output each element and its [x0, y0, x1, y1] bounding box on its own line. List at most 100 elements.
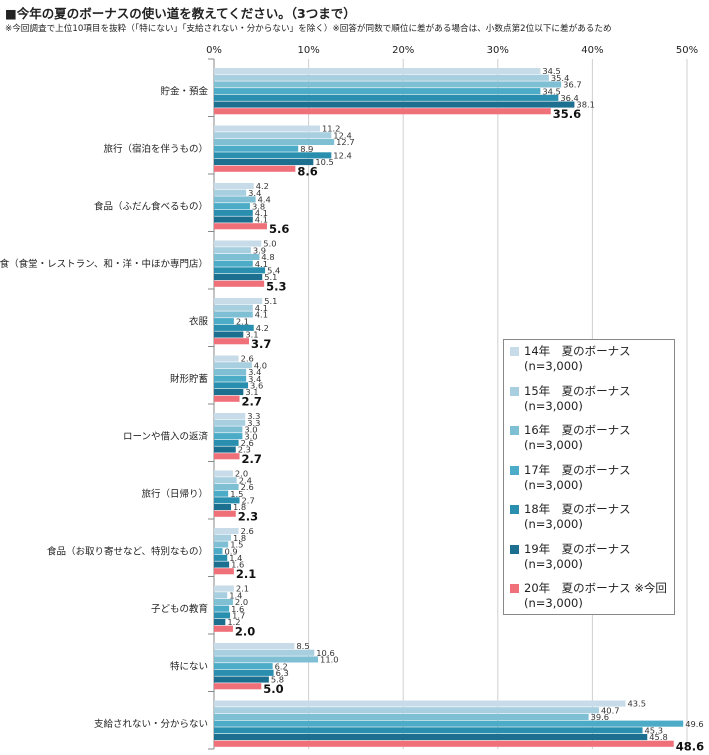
legend-label: 18年 夏のボーナス (n=3,000) [524, 502, 631, 531]
data-label: 2.3 [238, 509, 258, 523]
category-label: ローンや借入の返済 [123, 430, 209, 442]
data-label: 6.2 [275, 661, 288, 671]
bar [214, 643, 295, 650]
data-label: 34.5 [542, 66, 560, 76]
data-label: 4.1 [255, 215, 268, 225]
data-label: 6.3 [276, 668, 289, 678]
bar [214, 612, 231, 619]
bar [214, 247, 251, 254]
legend-label: 17年 夏のボーナス (n=3,000) [524, 462, 631, 492]
data-label: 3.8 [252, 201, 265, 211]
data-label: 2.1 [236, 316, 249, 326]
bar [214, 528, 239, 535]
bar [214, 625, 233, 632]
data-label: 40.7 [601, 705, 619, 715]
data-label: 2.6 [241, 526, 254, 536]
bar [214, 395, 240, 402]
bar [214, 216, 253, 223]
bar [214, 382, 249, 389]
data-label: 5.6 [269, 222, 289, 236]
bar [214, 145, 299, 152]
legend-item: 20年 夏のボーナス ※今回 (n=3,000) [510, 581, 668, 621]
bar [214, 165, 296, 172]
bar [214, 88, 541, 95]
bar [214, 483, 239, 490]
bar [214, 734, 648, 741]
legend-item: 16年 夏のボーナス (n=3,000) [510, 423, 668, 463]
category-label: 支給されない・分からない [94, 718, 208, 730]
data-label: 3.1 [245, 387, 258, 397]
data-label: 5.4 [267, 266, 280, 276]
bar [214, 362, 252, 369]
bar [214, 375, 247, 382]
legend-item: 14年 夏のボーナス (n=3,000) [510, 344, 668, 384]
category-label: 外食（食堂・レストラン、和・洋・中ほか専門店） [0, 258, 208, 270]
bar [214, 740, 674, 747]
category-label: 貯金・預金 [160, 85, 208, 97]
bar [214, 568, 234, 575]
bar [214, 68, 541, 75]
data-label: 3.9 [253, 245, 266, 255]
data-label: 1.4 [229, 553, 242, 563]
data-label: 3.4 [248, 374, 261, 384]
data-label: 36.7 [563, 80, 581, 90]
data-label: 1.5 [230, 540, 243, 550]
bar [214, 260, 253, 267]
data-label: 3.4 [248, 367, 261, 377]
data-label: 5.1 [264, 296, 277, 306]
bar [214, 541, 229, 548]
data-label: 1.5 [230, 489, 243, 499]
bar [214, 94, 559, 101]
data-label: 2.1 [236, 584, 249, 594]
x-tick-label: 40% [581, 45, 603, 56]
x-tick-label: 10% [297, 45, 319, 56]
legend-swatch [510, 347, 519, 356]
bar [214, 132, 332, 139]
data-label: 2.4 [239, 475, 252, 485]
legend-swatch [510, 584, 519, 593]
data-label: 2.7 [242, 452, 262, 466]
bar [214, 669, 274, 676]
category-label: 子どもの教育 [151, 603, 208, 615]
data-label: 4.0 [254, 360, 267, 370]
data-label: 10.6 [316, 648, 334, 658]
data-label: 5.0 [263, 682, 283, 696]
data-label: 35.6 [553, 107, 581, 121]
data-label: 2.3 [238, 445, 251, 455]
data-label: 5.8 [271, 675, 284, 685]
bar [214, 274, 263, 281]
data-label: 8.5 [296, 641, 309, 651]
data-label: 12.7 [336, 137, 354, 147]
bar [214, 720, 684, 727]
bar [214, 504, 232, 511]
data-label: 12.4 [333, 130, 351, 140]
bar [214, 280, 265, 287]
data-label: 5.0 [263, 239, 276, 249]
data-label: 34.5 [542, 86, 560, 96]
category-label: 食品（ふだん食べるもの） [94, 200, 208, 212]
legend-item: 17年 夏のボーナス (n=3,000) [510, 463, 668, 503]
bar [214, 605, 230, 612]
bar [214, 497, 240, 504]
bar [214, 324, 254, 331]
data-label: 2.6 [241, 438, 254, 448]
bar [214, 81, 562, 88]
data-label: 48.6 [676, 739, 704, 753]
data-label: 4.8 [261, 252, 274, 262]
chart-note: ※今回調査で上位10項目を抜粋（「特にない」「支給されない・分からない」を除く）… [5, 24, 612, 34]
data-label: 10.5 [315, 157, 333, 167]
legend-swatch [510, 465, 519, 475]
bar [214, 338, 250, 345]
bar [214, 510, 236, 517]
bar [214, 548, 223, 555]
data-label: 3.0 [244, 425, 257, 435]
data-label: 3.7 [251, 337, 271, 351]
bar [214, 470, 233, 477]
bar [214, 446, 236, 453]
data-label: 2.1 [236, 567, 256, 581]
data-label: 1.4 [229, 590, 242, 600]
data-label: 1.2 [227, 617, 240, 627]
legend-item: 18年 夏のボーナス (n=3,000) [510, 502, 668, 542]
bar [214, 707, 600, 714]
bar [214, 389, 244, 396]
